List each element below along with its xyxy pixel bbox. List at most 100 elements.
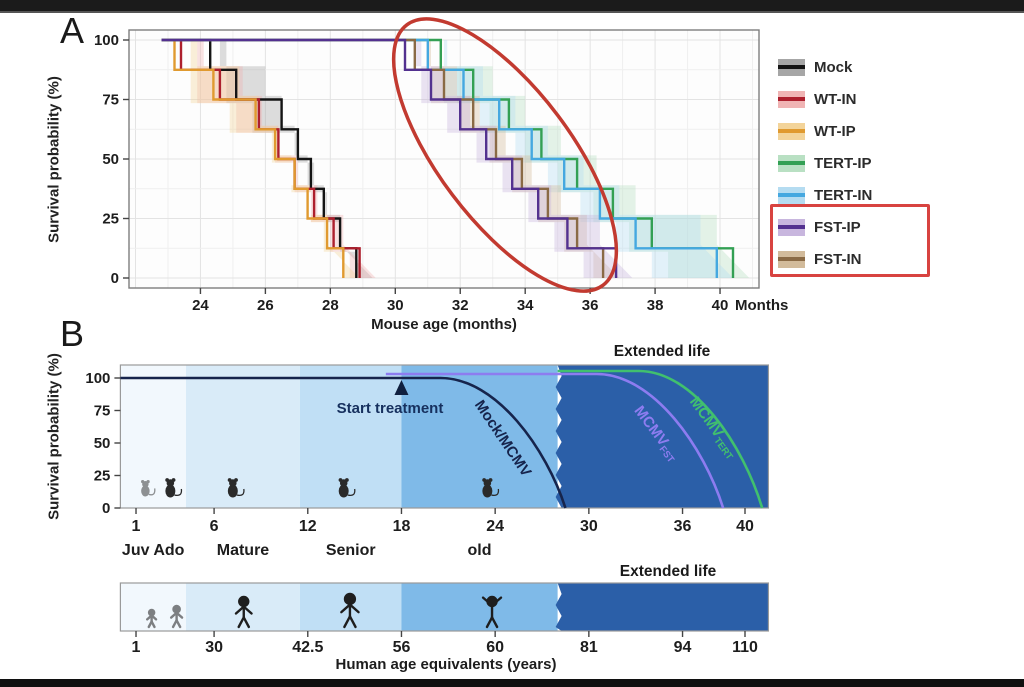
mouse-age-tick-label: 40 [736,518,754,535]
legend-label-fst-in: FST-IN [814,250,862,268]
legend-swatch-wt-ip [778,122,805,140]
legend-swatch-fst-ip [778,218,805,236]
human-age-tick-label: 110 [732,639,758,656]
confidence-band-wt-ip [145,40,360,278]
x-tick-label: 32 [452,297,469,314]
extended-life-label-bar: Extended life [620,563,717,580]
start-treatment-label: Start treatment [337,400,444,417]
extended-life-label-top: Extended life [614,343,711,360]
x-tick-label: 34 [517,297,534,314]
human-axis-title: Human age equivalents (years) [335,656,557,673]
life-stage-label: Juv Ado [122,542,185,559]
survival-curve-mock [161,38,358,278]
survival-curve-fst-ip [161,38,618,278]
y-tick-label: 25 [102,211,119,228]
y-tick-label: 100 [94,32,119,49]
mouse-age-tick-label: 18 [393,518,411,535]
legend-line-tert-ip [778,161,805,165]
x-tick-label: 36 [582,297,599,314]
panel-b-y-tick-label: 0 [102,500,110,517]
survival-curve-tert-in [161,38,718,278]
legend-item-mock: Mock [778,55,872,79]
human-age-tick-label: 94 [674,639,692,656]
life-stage-band [120,365,186,508]
human-icon-adult [340,592,360,629]
mouse-age-tick-label: 36 [674,518,692,535]
legend-item-fst-ip: FST-IP [778,215,872,239]
legend-line-wt-ip [778,129,805,133]
panel-a-letter: A [60,10,85,51]
human-age-tick-label: 30 [205,639,223,656]
legend-swatch-fst-in [778,250,805,268]
human-icon-child [169,604,184,629]
x-tick-label: 24 [192,297,209,314]
confidence-band-tert-in [145,40,733,278]
life-stage-label: Senior [326,542,376,559]
y-tick-label: 0 [111,270,119,287]
mouse-age-tick-label: 30 [580,518,598,535]
panel-b-letter: B [60,313,85,354]
y-tick-label: 50 [102,151,119,168]
mouse-age-tick-label: 1 [132,518,141,535]
legend-swatch-wt-in [778,90,805,108]
schematic-curve-mock [120,376,567,509]
mouse-icon [338,478,356,498]
fst-highlight-ellipse [391,17,619,293]
legend-item-tert-in: TERT-IN [778,183,872,207]
human-age-tick-label: 1 [132,639,141,656]
life-stage-band [185,365,300,508]
human-icon-elder [481,595,503,629]
mouse-icon [227,478,245,498]
y-tick-label: 75 [102,92,119,109]
human-icon-adult [234,595,253,629]
mouse-age-tick-label: 24 [486,518,504,535]
schematic-curve-fst [385,372,725,509]
life-stage-band [299,365,402,508]
panel-b-y-tick-label: 25 [94,468,111,485]
schematic-curve-tert [557,369,764,509]
confidence-band-fst-in [145,40,620,278]
panel-a-x-axis-title: Mouse age (months) [371,316,517,333]
human-age-tick-label: 60 [486,639,504,656]
legend-label-fst-ip: FST-IP [814,218,861,236]
x-tick-label: 26 [257,297,274,314]
legend-swatch-tert-ip [778,154,805,172]
legend-label-wt-in: WT-IN [814,90,857,108]
x-tick-label: 30 [387,297,404,314]
start-treatment-arrow [394,380,409,395]
x-tick-label: 40 [712,297,729,314]
panel-b-y-axis-title: Survival probability (%) [45,353,63,520]
x-tick-label: 38 [647,297,664,314]
months-suffix-label: Months [735,297,788,314]
legend-item-wt-ip: WT-IP [778,119,872,143]
mouse-age-tick-label: 12 [299,518,317,535]
confidence-band-tert-ip [145,40,750,278]
legend-label-tert-in: TERT-IN [814,186,873,204]
human-age-tick-label: 81 [580,639,598,656]
human-age-tick-label: 56 [393,639,411,656]
bottom-letterbox-bar [0,679,1024,687]
human-bar-frame [119,582,770,632]
panel-b-y-tick-label: 50 [94,435,111,452]
mouse-age-tick-label: 6 [210,518,219,535]
legend-line-wt-in [778,97,805,101]
legend-swatch-mock [778,58,805,76]
mouse-icon [141,480,156,497]
legend-line-tert-in [778,193,805,197]
legend-item-wt-in: WT-IN [778,87,872,111]
panel-b-frame [119,364,770,509]
panel-a-y-axis-title: Survival probability (%) [45,76,63,243]
extended-life-band [555,365,769,508]
confidence-band-mock [145,40,373,278]
mouse-icon [165,478,183,498]
legend-label-wt-ip: WT-IP [814,122,856,140]
confidence-band-fst-ip [145,40,633,278]
legend-swatch-tert-in [778,186,805,204]
legend-line-mock [778,65,805,69]
life-stage-label: old [468,542,492,559]
legend-item-tert-ip: TERT-IP [778,151,872,175]
panel-b-y-tick-label: 75 [94,403,111,420]
legend-line-fst-ip [778,225,805,229]
